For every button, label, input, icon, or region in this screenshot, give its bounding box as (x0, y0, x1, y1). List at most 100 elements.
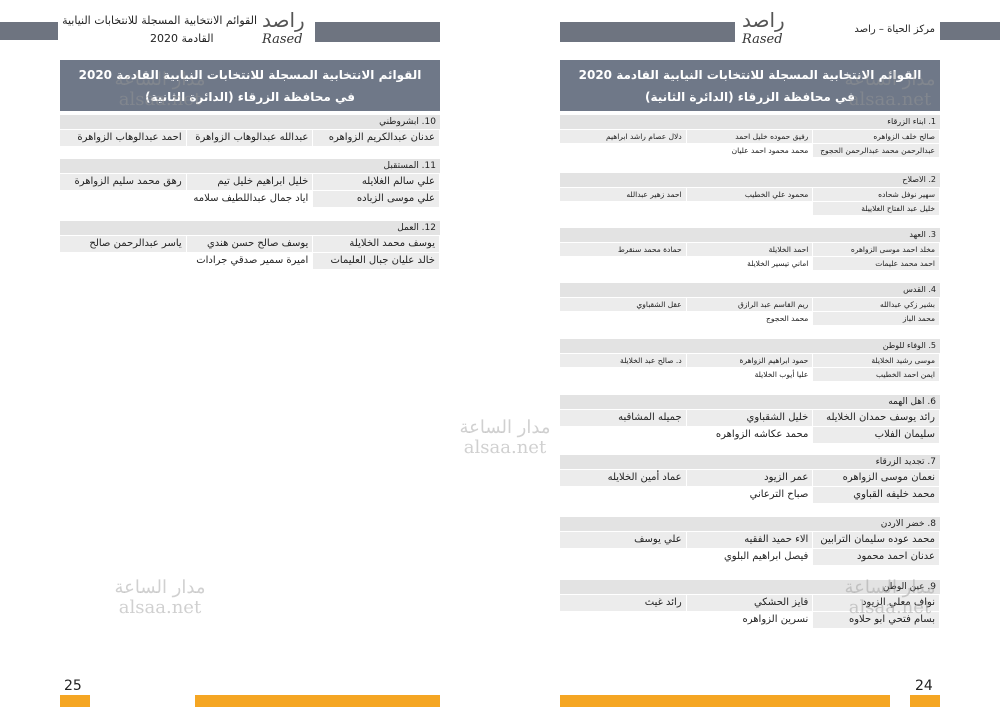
list-cell: حمادة محمد سنقرط (560, 243, 686, 256)
list-cell: نعمان موسى الزواهره (813, 470, 939, 486)
list-cell: اماني تيسير الخلايلة (747, 259, 809, 268)
title-line: في محافظة الزرقاء (الدائرة الثانية) (145, 90, 355, 104)
header-bar (315, 22, 440, 42)
title-line: القوائم الانتخابية المسجلة للانتخابات ال… (578, 68, 922, 82)
list-header: 6. اهل الهمه (560, 395, 940, 409)
list-cell: احمد الخلايلة (686, 243, 813, 256)
empty-cell (687, 202, 813, 215)
footer-bar (60, 695, 90, 707)
watermark-url: alsaa.net (848, 89, 932, 110)
list-cell: نسرين الزواهره (742, 614, 809, 625)
list-cell: عدنان عبدالكريم الزواهره (313, 130, 439, 146)
list-cell: صباح الترعاني (749, 489, 809, 500)
logo-latin: Rased (262, 32, 303, 47)
empty-cell (560, 257, 686, 270)
list-cell: د. صالح عبد الخلايلة (560, 354, 686, 367)
header-text: مركز الحياة – راصد (854, 24, 935, 35)
list-header: 11. المستقبل (60, 159, 440, 173)
title-box: القوائم الانتخابية المسجلة للانتخابات ال… (60, 60, 440, 111)
list-cell: محمد خليفه القباوي (813, 487, 939, 503)
empty-cell (60, 191, 186, 207)
list-cell: محمد الباز (813, 312, 939, 325)
empty-cell (560, 312, 686, 325)
header-bar (940, 22, 1000, 40)
list-cell: خليل عبد الفتاح الغلاييلة (813, 202, 939, 215)
empty-cell (560, 549, 686, 565)
page-number: 25 (64, 678, 82, 694)
list-header: 1. ابناء الزرقاء (560, 115, 940, 129)
list-cell: جميله المشاقبه (560, 410, 686, 426)
list-cell: رائد غيث (560, 595, 686, 611)
list-cell: علي يوسف (560, 532, 686, 548)
watermark-url: alsaa.net (118, 597, 202, 618)
list-cell: خليل ابراهيم خليل تيم (186, 174, 313, 190)
footer-bar (910, 695, 940, 707)
logo: راصد (742, 8, 785, 32)
watermark-url: alsaa.net (848, 597, 932, 618)
list-header: 9. عين الوطن (560, 580, 940, 594)
list-cell: رائد يوسف حمدان الخلايله (813, 410, 939, 426)
watermark: مدار الساعة (459, 417, 551, 438)
list-cell: محمد محمود احمد عليان (731, 146, 809, 155)
list-cell: سهير نوفل شحاده (813, 188, 939, 201)
watermark: مدار الساعة (844, 69, 936, 90)
list-cell: علي سالم الغلايله (313, 174, 439, 190)
empty-cell (560, 202, 686, 215)
watermark-url: alsaa.net (463, 437, 547, 458)
list-cell: عقل الشقباوي (560, 298, 686, 311)
list-cell: احمد زهير عبدالله (560, 188, 686, 201)
list-cell: سليمان الفلاب (813, 427, 939, 443)
list-cell: يوسف صالح حسن هندي (186, 236, 313, 252)
watermark-url: alsaa.net (118, 89, 202, 110)
list-cell: ياسر عبدالرحمن صالح (60, 236, 186, 252)
title-box: القوائم الانتخابية المسجلة للانتخابات ال… (560, 60, 940, 111)
list-cell: محمد الحجوج (766, 314, 809, 323)
list-cell: يوسف محمد الخلايلة (313, 236, 439, 252)
empty-cell (560, 487, 686, 503)
list-cell: دلال عصام راشد ابراهيم (560, 130, 686, 143)
title-line: في محافظة الزرقاء (الدائرة الثانية) (645, 90, 855, 104)
list-cell: محمد عوده سليمان الترابين (813, 532, 939, 548)
empty-cell (560, 612, 686, 628)
list-cell: علي موسى الزباده (313, 191, 439, 207)
empty-cell (560, 368, 686, 381)
footer-bar (560, 695, 890, 707)
list-header: 12. العمل (60, 221, 440, 235)
empty-cell (560, 144, 686, 157)
list-cell: خالد عليان جبال العليمات (313, 253, 439, 269)
watermark: مدار الساعة (114, 69, 206, 90)
page-number: 24 (915, 678, 933, 694)
list-cell: محمود علي الخطيب (686, 188, 813, 201)
list-header: 2. الاصلاح (560, 173, 940, 187)
list-cell: فيصل ابراهيم البلوي (723, 551, 809, 562)
watermark: مدار الساعة (114, 577, 206, 598)
list-header: 3. العهد (560, 228, 940, 242)
list-cell: الاء حميد الفقيه (686, 532, 813, 548)
list-cell: عبدالله عبدالوهاب الزواهرة (186, 130, 313, 146)
header-subtext: القادمة 2020 (150, 32, 214, 45)
list-cell: عمر الزيود (686, 470, 813, 486)
list-header: 5. الوفاء للوطن (560, 339, 940, 353)
list-cell: مخلد احمد موسى الزواهره (813, 243, 939, 256)
list-cell: اميرة سمير صدقي جرادات (196, 255, 309, 266)
list-cell: عدنان احمد محمود (813, 549, 939, 565)
empty-cell (60, 253, 186, 269)
list-cell: بسام فتحي ابو حلاوه (813, 612, 939, 628)
logo: راصد (262, 8, 305, 32)
list-cell: حمود ابراهيم الزواهرة (686, 354, 813, 367)
watermark: مدار الساعة (844, 577, 936, 598)
list-cell: عماد أمين الخلايله (560, 470, 686, 486)
list-cell: احمد محمد عليمات (813, 257, 939, 270)
empty-cell (560, 427, 686, 443)
list-cell: محمد عكاشه الزواهره (715, 429, 809, 440)
list-cell: عبدالرحمن محمد عبدالرحمن الحجوج (813, 144, 939, 157)
logo-latin: Rased (742, 32, 783, 47)
list-cell: رهق محمد سليم الزواهرة (60, 174, 186, 190)
list-cell: نواف معلي الزيود (813, 595, 939, 611)
list-header: 8. خضر الاردن (560, 517, 940, 531)
list-cell: خليل الشقباوي (686, 410, 813, 426)
list-cell: فايز الحشكي (686, 595, 813, 611)
list-cell: موسى رشيد الخلايلة (813, 354, 939, 367)
list-cell: اياد جمال عبداللطيف سلامه (193, 193, 309, 204)
